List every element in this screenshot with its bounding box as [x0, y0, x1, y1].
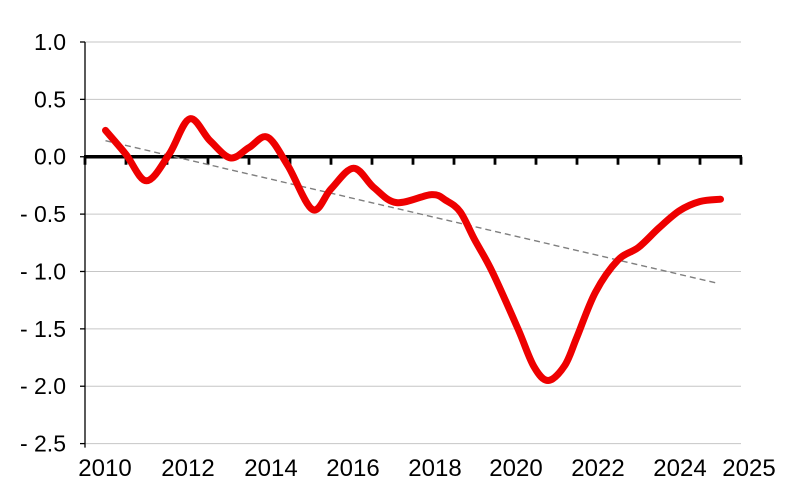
x-tick-label: 2022: [571, 455, 624, 482]
trend-line: [105, 139, 717, 284]
x-tick-label: 2016: [326, 455, 379, 482]
gridlines: [85, 41, 741, 445]
x-axis-zero-line: [83, 155, 743, 165]
x-tick-label: 2024: [653, 455, 706, 482]
x-tick-label: 2012: [161, 455, 214, 482]
y-tick-label: - 0.5: [20, 201, 66, 227]
x-tick-label: 2014: [244, 455, 297, 482]
y-tick-label: 0.5: [34, 86, 66, 112]
y-tick-label: - 2.5: [20, 431, 66, 457]
y-tick-label: 0.0: [34, 144, 66, 170]
x-tick-label: 2025: [722, 455, 775, 482]
x-tick-label: 2020: [489, 455, 542, 482]
y-tick-label: - 1.0: [20, 258, 66, 284]
y-tick-label: 1.0: [34, 29, 66, 55]
y-tick-label: - 1.5: [20, 316, 66, 342]
x-tick-label: 2010: [78, 455, 131, 482]
y-tick-label: - 2.0: [20, 373, 66, 399]
x-axis-labels: 2010 2012 2014 2016 2018 2020 2022 2024 2025: [78, 455, 775, 482]
y-axis: [80, 41, 86, 448]
main-curve: [102, 115, 724, 384]
x-tick-label: 2018: [408, 455, 461, 482]
y-axis-labels: 1.0 0.5 0.0 - 0.5 - 1.0 - 1.5 - 2.0 - 2.5: [20, 29, 66, 457]
